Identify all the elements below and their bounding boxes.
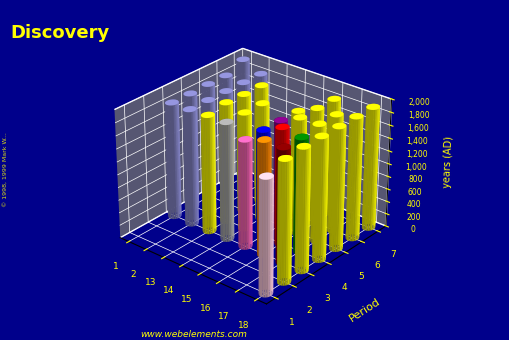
Text: www.webelements.com: www.webelements.com (140, 329, 247, 339)
Text: © 1998, 1999 Mark W...: © 1998, 1999 Mark W... (3, 133, 8, 207)
Y-axis label: Period: Period (347, 296, 382, 323)
Text: Discovery: Discovery (10, 24, 109, 42)
